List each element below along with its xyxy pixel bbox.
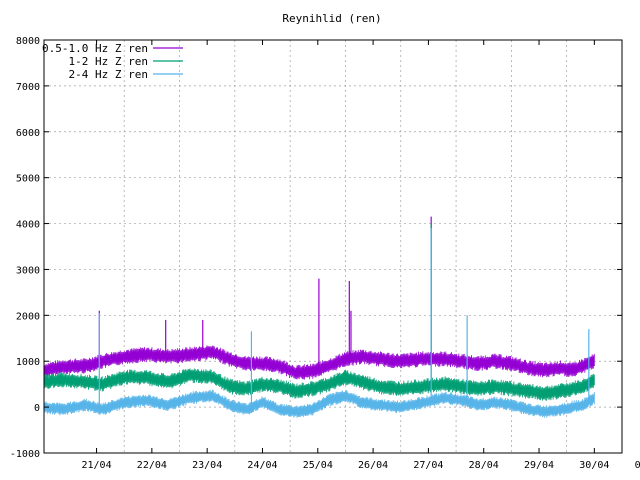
x-tick-label: 26/04: [358, 460, 388, 471]
x-tick-label: 27/04: [413, 460, 443, 471]
x-tick-label: 25/04: [303, 460, 333, 471]
x-tick-label: 23/04: [192, 460, 222, 471]
y-tick-label: 7000: [16, 82, 40, 93]
x-tick-label: 24/04: [247, 460, 277, 471]
y-tick-label: 1000: [16, 357, 40, 368]
legend-label: 1-2 Hz Z ren: [69, 55, 148, 68]
series-line: [43, 368, 595, 401]
y-tick-label: 5000: [16, 174, 40, 185]
y-tick-label: -1000: [10, 449, 40, 460]
legend-label: 2-4 Hz Z ren: [69, 68, 148, 81]
x-tick-label: 29/04: [524, 460, 554, 471]
x-tick-label: 01/05: [635, 460, 640, 471]
x-tick-label: 21/04: [81, 460, 111, 471]
series-layer: [43, 216, 595, 418]
y-tick-label: 4000: [16, 220, 40, 231]
y-tick-label: 0: [34, 403, 40, 414]
x-tick-label: 28/04: [469, 460, 499, 471]
plot-border: [43, 39, 623, 454]
x-axis-ticks: 21/04 22/04 23/04 24/04 25/04 26/04 27/04 28/04…: [81, 40, 640, 471]
y-tick-label: 2000: [16, 311, 40, 322]
chart-title: Reynihlid (ren): [282, 12, 381, 25]
y-tick-label: 8000: [16, 36, 40, 47]
y-tick-label: 3000: [16, 265, 40, 276]
y-tick-label: 6000: [16, 128, 40, 139]
x-tick-label: 22/04: [137, 460, 167, 471]
y-axis-ticks: -1000 0 1000 2000 3000 4000 5000 6000 7000 8000: [10, 36, 622, 460]
legend-label: 0.5-1.0 Hz Z ren: [42, 42, 148, 55]
x-tick-label: 30/04: [579, 460, 609, 471]
series-line: [43, 389, 595, 418]
